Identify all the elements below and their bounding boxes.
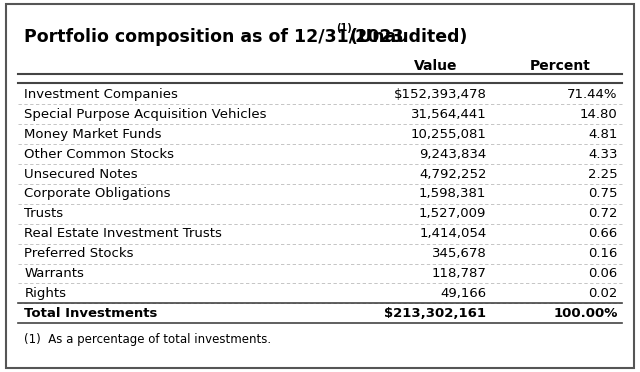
Text: Unsecured Notes: Unsecured Notes xyxy=(24,167,138,180)
Text: Trusts: Trusts xyxy=(24,207,63,220)
Text: 345,678: 345,678 xyxy=(431,247,486,260)
Text: 9,243,834: 9,243,834 xyxy=(419,148,486,161)
Text: 14.80: 14.80 xyxy=(580,108,618,121)
Text: 71.44%: 71.44% xyxy=(567,88,618,101)
Text: Value: Value xyxy=(413,58,457,73)
Text: 2.25: 2.25 xyxy=(588,167,618,180)
Text: (1): (1) xyxy=(336,23,352,33)
Text: 0.06: 0.06 xyxy=(588,267,618,280)
Text: Corporate Obligations: Corporate Obligations xyxy=(24,187,171,201)
Text: 0.72: 0.72 xyxy=(588,207,618,220)
Text: (Unaudited): (Unaudited) xyxy=(344,28,467,46)
Text: 1,527,009: 1,527,009 xyxy=(419,207,486,220)
Text: Rights: Rights xyxy=(24,287,67,300)
Text: 1,598,381: 1,598,381 xyxy=(419,187,486,201)
Text: 49,166: 49,166 xyxy=(440,287,486,300)
Text: Money Market Funds: Money Market Funds xyxy=(24,128,162,141)
Text: $213,302,161: $213,302,161 xyxy=(385,307,486,320)
Text: Total Investments: Total Investments xyxy=(24,307,157,320)
Text: 0.75: 0.75 xyxy=(588,187,618,201)
Text: 4,792,252: 4,792,252 xyxy=(419,167,486,180)
Text: 0.16: 0.16 xyxy=(588,247,618,260)
Text: $152,393,478: $152,393,478 xyxy=(394,88,486,101)
Text: 1,414,054: 1,414,054 xyxy=(419,227,486,240)
Text: 31,564,441: 31,564,441 xyxy=(411,108,486,121)
Text: 4.33: 4.33 xyxy=(588,148,618,161)
Text: Percent: Percent xyxy=(529,58,591,73)
Text: Investment Companies: Investment Companies xyxy=(24,88,178,101)
Text: 10,255,081: 10,255,081 xyxy=(410,128,486,141)
Text: Real Estate Investment Trusts: Real Estate Investment Trusts xyxy=(24,227,222,240)
Text: Preferred Stocks: Preferred Stocks xyxy=(24,247,134,260)
Text: 100.00%: 100.00% xyxy=(553,307,618,320)
Text: 4.81: 4.81 xyxy=(588,128,618,141)
Text: Warrants: Warrants xyxy=(24,267,84,280)
Text: 0.02: 0.02 xyxy=(588,287,618,300)
Text: (1)  As a percentage of total investments.: (1) As a percentage of total investments… xyxy=(24,333,271,346)
Text: 0.66: 0.66 xyxy=(588,227,618,240)
Text: Other Common Stocks: Other Common Stocks xyxy=(24,148,174,161)
Text: 118,787: 118,787 xyxy=(431,267,486,280)
Text: Portfolio composition as of 12/31/2023: Portfolio composition as of 12/31/2023 xyxy=(24,28,404,46)
Text: Special Purpose Acquisition Vehicles: Special Purpose Acquisition Vehicles xyxy=(24,108,267,121)
